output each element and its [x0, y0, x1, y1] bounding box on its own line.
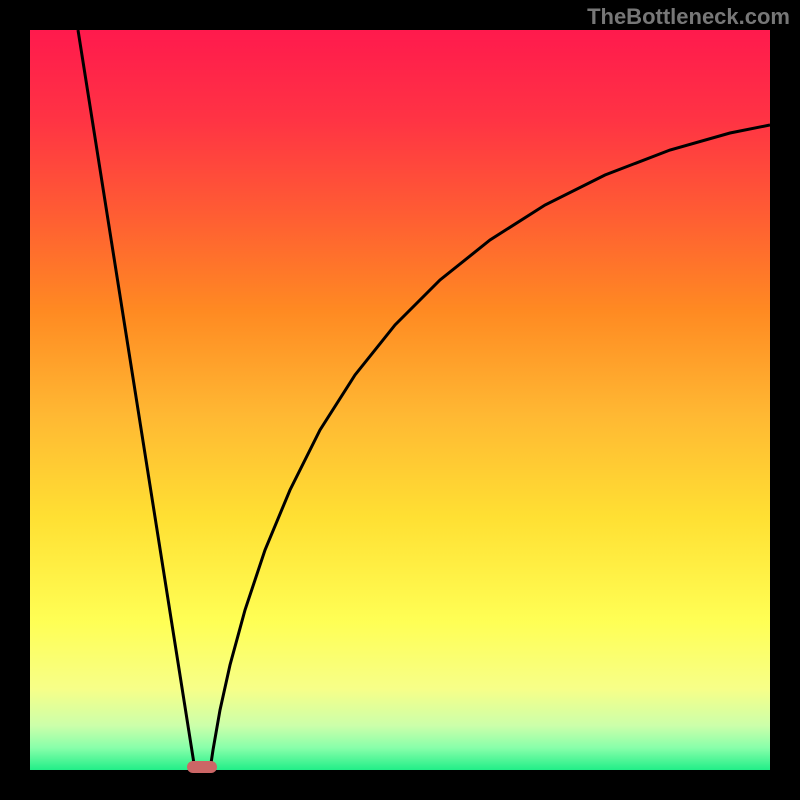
right-curve: [210, 125, 770, 770]
curve-overlay: [30, 30, 770, 770]
plot-area: [30, 30, 770, 770]
watermark-text: TheBottleneck.com: [587, 4, 790, 30]
chart-container: TheBottleneck.com: [0, 0, 800, 800]
left-line: [78, 30, 195, 770]
bottleneck-marker: [187, 761, 217, 773]
